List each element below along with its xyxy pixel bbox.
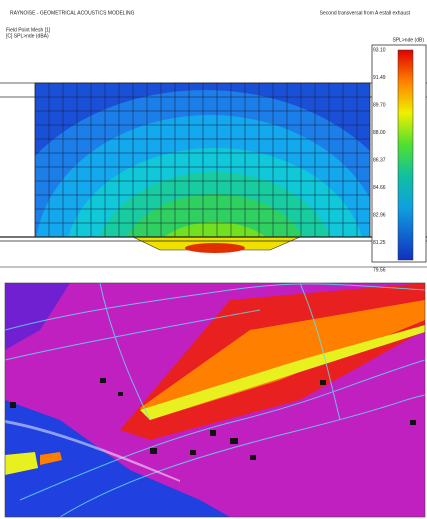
quantity: [C] SPL>nde (dBA) <box>6 33 49 39</box>
legend-label: 86.37 <box>373 157 386 163</box>
legend-title: SPL>nde (dB) <box>392 37 424 43</box>
legend-label: 84.66 <box>373 185 386 191</box>
legend-label: 81.25 <box>373 240 386 246</box>
heatmap <box>35 83 370 237</box>
noise-map-frame <box>4 282 426 518</box>
legend-label: 93.10 <box>373 47 386 53</box>
legend-label: 79.56 <box>373 267 386 273</box>
legend-label: 88.00 <box>373 130 386 136</box>
view-title: Second transversal from A estall exhaust <box>320 10 411 16</box>
noise-map <box>5 283 425 517</box>
legend-label: 82.96 <box>373 212 386 218</box>
source-hotspot <box>185 243 245 253</box>
app-title: RAYNOISE - GEOMETRICAL ACOUSTICS MODELIN… <box>10 10 135 16</box>
mesh-name: Field Point Mesh [1] <box>6 27 51 33</box>
legend-label: 89.70 <box>373 102 386 108</box>
legend-label: 91.49 <box>373 75 386 81</box>
color-scale <box>397 49 414 261</box>
